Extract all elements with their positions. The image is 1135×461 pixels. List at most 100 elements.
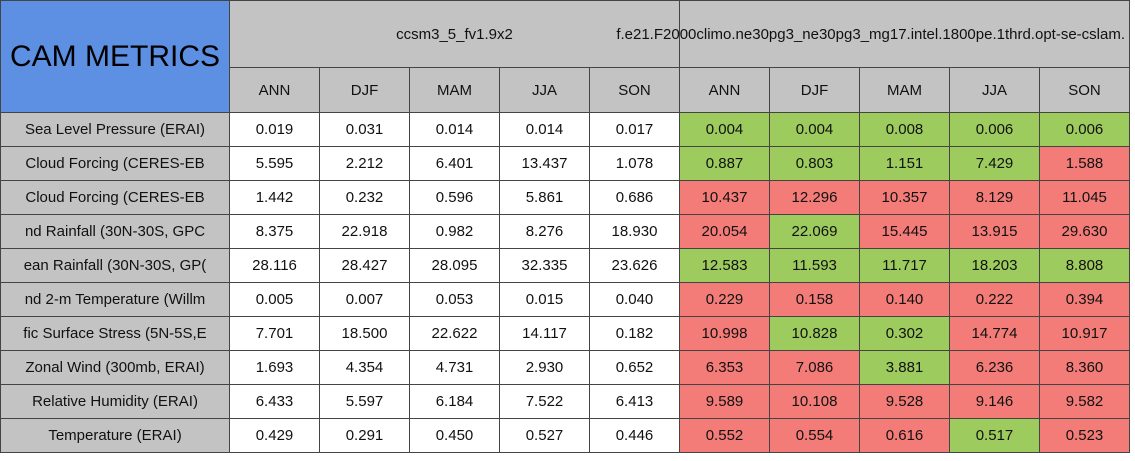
row-label: ean Rainfall (30N-30S, GP( (0, 249, 230, 283)
metric-value: 1.151 (860, 147, 950, 181)
metric-value: 0.887 (680, 147, 770, 181)
season-header: MAM (410, 68, 500, 113)
metric-value: 1.588 (1040, 147, 1130, 181)
metric-value: 0.005 (230, 283, 320, 317)
metric-value: 8.276 (500, 215, 590, 249)
metric-value: 28.427 (320, 249, 410, 283)
metric-value: 0.004 (770, 113, 860, 147)
metric-value: 23.626 (590, 249, 680, 283)
metric-value: 0.019 (230, 113, 320, 147)
metric-value: 0.982 (410, 215, 500, 249)
metric-value: 22.622 (410, 317, 500, 351)
season-header: DJF (320, 68, 410, 113)
metric-value: 0.140 (860, 283, 950, 317)
metric-value: 29.630 (1040, 215, 1130, 249)
metric-value: 0.006 (950, 113, 1040, 147)
metric-value: 5.597 (320, 385, 410, 419)
metric-value: 15.445 (860, 215, 950, 249)
metric-value: 9.528 (860, 385, 950, 419)
metric-value: 1.693 (230, 351, 320, 385)
metric-value: 9.146 (950, 385, 1040, 419)
metric-value: 10.108 (770, 385, 860, 419)
metric-value: 0.302 (860, 317, 950, 351)
metric-value: 7.522 (500, 385, 590, 419)
metric-value: 0.014 (410, 113, 500, 147)
season-header: SON (590, 68, 680, 113)
metric-value: 0.006 (1040, 113, 1130, 147)
metric-value: 2.212 (320, 147, 410, 181)
metric-value: 7.429 (950, 147, 1040, 181)
metric-value: 6.353 (680, 351, 770, 385)
metric-value: 0.040 (590, 283, 680, 317)
metric-value: 12.296 (770, 181, 860, 215)
metric-value: 4.731 (410, 351, 500, 385)
metric-value: 18.500 (320, 317, 410, 351)
metric-value: 6.236 (950, 351, 1040, 385)
metric-value: 9.589 (680, 385, 770, 419)
metric-value: 10.828 (770, 317, 860, 351)
metric-value: 0.008 (860, 113, 950, 147)
metric-value: 0.394 (1040, 283, 1130, 317)
metric-value: 6.401 (410, 147, 500, 181)
metric-value: 0.031 (320, 113, 410, 147)
metric-value: 2.930 (500, 351, 590, 385)
metric-value: 0.232 (320, 181, 410, 215)
row-label: Relative Humidity (ERAI) (0, 385, 230, 419)
metric-value: 8.360 (1040, 351, 1130, 385)
metric-value: 9.582 (1040, 385, 1130, 419)
metric-value: 8.375 (230, 215, 320, 249)
metric-value: 22.069 (770, 215, 860, 249)
metric-value: 8.129 (950, 181, 1040, 215)
season-header: ANN (230, 68, 320, 113)
metric-value: 0.596 (410, 181, 500, 215)
metric-value: 0.686 (590, 181, 680, 215)
metric-value: 28.116 (230, 249, 320, 283)
metric-value: 13.437 (500, 147, 590, 181)
metric-value: 10.357 (860, 181, 950, 215)
metric-value: 28.095 (410, 249, 500, 283)
metric-value: 0.554 (770, 419, 860, 453)
metric-value: 0.552 (680, 419, 770, 453)
row-label: nd 2-m Temperature (Willm (0, 283, 230, 317)
metric-value: 7.701 (230, 317, 320, 351)
metric-value: 0.803 (770, 147, 860, 181)
metric-value: 0.229 (680, 283, 770, 317)
metric-value: 0.652 (590, 351, 680, 385)
metric-value: 5.595 (230, 147, 320, 181)
season-header: JJA (500, 68, 590, 113)
metric-value: 0.291 (320, 419, 410, 453)
metric-value: 0.158 (770, 283, 860, 317)
metric-value: 18.930 (590, 215, 680, 249)
metric-value: 0.182 (590, 317, 680, 351)
metric-value: 0.523 (1040, 419, 1130, 453)
metric-value: 0.053 (410, 283, 500, 317)
metric-value: 6.413 (590, 385, 680, 419)
metric-value: 6.184 (410, 385, 500, 419)
metric-value: 0.004 (680, 113, 770, 147)
table-title: CAM METRICS (0, 0, 230, 113)
group-header: f.e21.F2000climo.ne30pg3_ne30pg3_mg17.in… (616, 0, 1130, 68)
metric-value: 18.203 (950, 249, 1040, 283)
season-header: SON (1040, 68, 1130, 113)
metric-value: 10.437 (680, 181, 770, 215)
row-label: fic Surface Stress (5N-5S,E (0, 317, 230, 351)
row-label: Sea Level Pressure (ERAI) (0, 113, 230, 147)
metric-value: 0.014 (500, 113, 590, 147)
metric-value: 11.593 (770, 249, 860, 283)
metric-value: 0.517 (950, 419, 1040, 453)
metric-value: 0.527 (500, 419, 590, 453)
metric-value: 20.054 (680, 215, 770, 249)
row-label: Temperature (ERAI) (0, 419, 230, 453)
metric-value: 4.354 (320, 351, 410, 385)
metric-value: 0.616 (860, 419, 950, 453)
metric-value: 0.222 (950, 283, 1040, 317)
metric-value: 0.450 (410, 419, 500, 453)
metric-value: 11.045 (1040, 181, 1130, 215)
metric-value: 1.078 (590, 147, 680, 181)
metric-value: 8.808 (1040, 249, 1130, 283)
metric-value: 0.446 (590, 419, 680, 453)
row-label: Cloud Forcing (CERES-EB (0, 181, 230, 215)
season-header: DJF (770, 68, 860, 113)
metric-value: 11.717 (860, 249, 950, 283)
